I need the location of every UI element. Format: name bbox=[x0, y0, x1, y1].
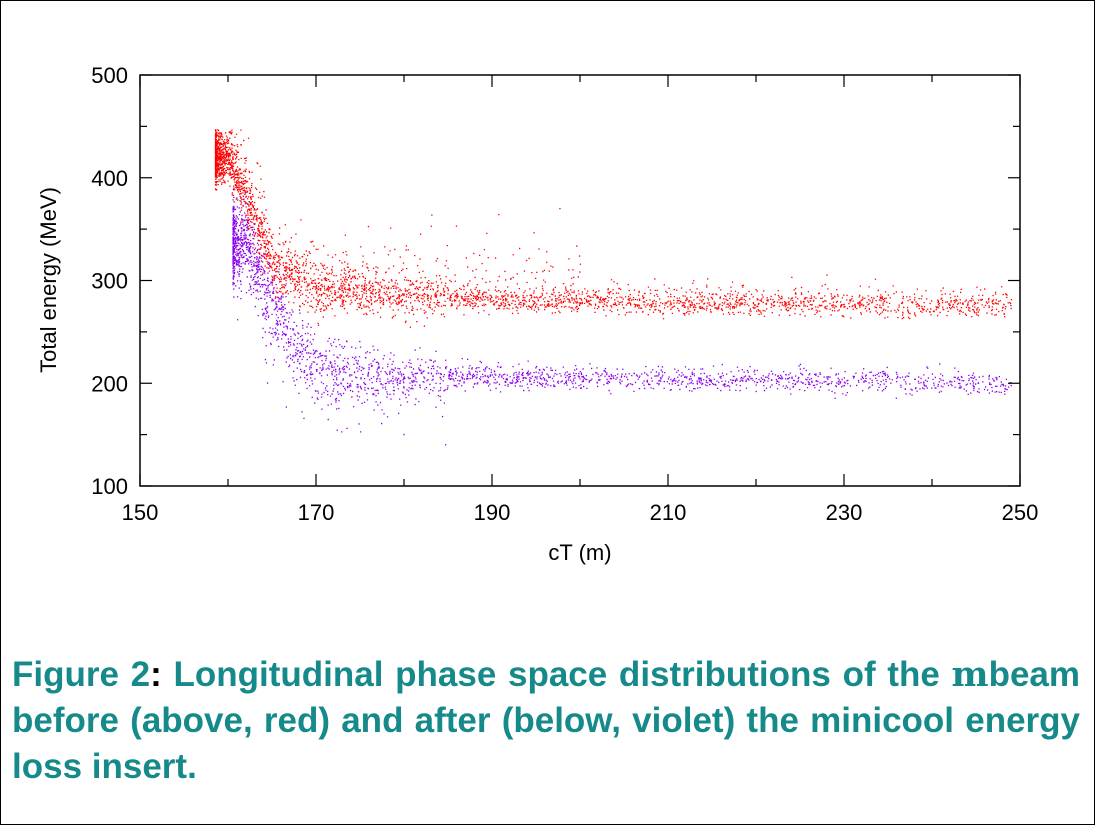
x-axis-label: cT (m) bbox=[548, 540, 611, 565]
caption-text-2: beam before (above, red) and after (belo… bbox=[12, 655, 1080, 786]
caption-colon: : bbox=[150, 655, 162, 694]
caption-text-1: Longitudinal phase space distributions o… bbox=[161, 655, 952, 694]
y-tick-label: 300 bbox=[91, 269, 128, 294]
y-tick-label: 100 bbox=[91, 474, 128, 499]
data-points bbox=[214, 129, 1013, 446]
mu-symbol: m bbox=[951, 654, 989, 695]
violet-points-after bbox=[232, 189, 1012, 446]
plot-area-border bbox=[139, 74, 1021, 487]
x-tick-label: 210 bbox=[650, 500, 687, 525]
x-tick-label: 190 bbox=[474, 500, 511, 525]
y-axis-label: Total energy (MeV) bbox=[36, 187, 61, 373]
x-tick-label: 170 bbox=[298, 500, 335, 525]
x-tick-label: 230 bbox=[826, 500, 863, 525]
x-tick-label: 150 bbox=[122, 500, 159, 525]
caption-figure-label: Figure 2 bbox=[12, 655, 151, 694]
y-tick-label: 500 bbox=[91, 63, 128, 88]
axis-ticks: 150 170 190 210 230 250 100 200 300 400 500 bbox=[91, 63, 1038, 525]
red-points-before bbox=[214, 129, 1013, 328]
figure-caption: Figure 2: Longitudinal phase space distr… bbox=[12, 652, 1080, 790]
y-tick-label: 400 bbox=[91, 166, 128, 191]
x-tick-label: 250 bbox=[1002, 500, 1039, 525]
y-tick-label: 200 bbox=[91, 371, 128, 396]
scatter-chart: 150 170 190 210 230 250 100 200 300 400 500 cT (m)… bbox=[36, 63, 1038, 565]
